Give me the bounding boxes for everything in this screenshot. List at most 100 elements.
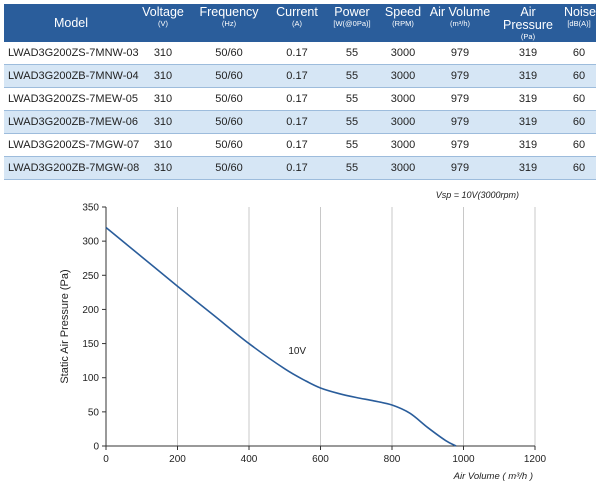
table-cell: 3000 xyxy=(380,156,426,181)
table-cell: 979 xyxy=(426,87,494,112)
table-cell: 50/60 xyxy=(188,133,270,158)
column-header-label: Frequency xyxy=(199,5,259,19)
column-header-unit: [W(@0Pa)] xyxy=(333,19,371,29)
column-header-unit: (RPM) xyxy=(392,19,414,29)
x-tick-label: 1200 xyxy=(524,454,547,465)
x-tick-label: 200 xyxy=(169,454,186,465)
y-tick-label: 50 xyxy=(88,407,100,418)
model-cell: LWAD3G200ZB-7MEW-06 xyxy=(4,110,138,135)
table-cell: 0.17 xyxy=(270,110,324,135)
pressure-volume-chart: 0 50 100 150 200 250 300 350 0 200 400 600 800 1000 12… xyxy=(59,190,547,482)
model-cell: LWAD3G200ZS-7MNW-03 xyxy=(4,42,139,66)
model-cell: LWAD3G200ZS-7MGW-07 xyxy=(4,133,139,158)
table-cell: 319 xyxy=(494,156,562,181)
table-cell: 60 xyxy=(562,133,596,158)
table-row: LWAD3G200ZS-7MGW-07 310 50/60 0.17 55 3000 979… xyxy=(4,133,596,158)
chart-title: Vsp = 10V(3000rpm) xyxy=(436,190,519,200)
y-tick-label: 0 xyxy=(93,442,99,453)
column-header-unit: (Hz) xyxy=(221,19,237,29)
table-cell: 310 xyxy=(138,87,188,112)
table-cell: 0.17 xyxy=(270,133,324,158)
series-line-10v xyxy=(105,226,457,447)
column-header-label: Model xyxy=(53,16,89,30)
x-tick-label: 600 xyxy=(312,454,329,465)
table-cell: 55 xyxy=(324,87,380,112)
column-header-label: Power xyxy=(334,5,370,19)
column-header: Model xyxy=(4,4,138,43)
spec-table: Model Voltage (V) Frequency (Hz) Current (A) Po… xyxy=(4,4,596,181)
column-header: Air Pressure (Pa) xyxy=(494,4,562,43)
x-tick-label: 1000 xyxy=(452,454,475,465)
table-cell: 55 xyxy=(324,156,380,181)
table-cell: 3000 xyxy=(380,64,426,89)
table-cell: 979 xyxy=(426,42,494,66)
column-header-label: Noise xyxy=(564,5,596,19)
y-tick-label: 200 xyxy=(82,305,99,316)
table-cell: 50/60 xyxy=(188,156,270,181)
y-axis-label: Static Air Pressure (Pa) xyxy=(59,269,71,383)
table-row: LWAD3G200ZB-7MGW-08 310 50/60 0.17 55 3000 979… xyxy=(4,156,596,181)
column-header-label: Voltage xyxy=(142,5,184,19)
column-header: Frequency (Hz) xyxy=(188,4,270,43)
table-cell: 55 xyxy=(324,42,380,66)
table-row: LWAD3G200ZS-7MNW-03 310 50/60 0.17 55 3000 979… xyxy=(4,42,596,66)
table-cell: 3000 xyxy=(380,87,426,112)
column-header-unit: (m³/h) xyxy=(450,19,470,29)
column-header-label: Current xyxy=(276,5,318,19)
table-cell: 3000 xyxy=(380,133,426,158)
table-cell: 60 xyxy=(562,110,596,135)
table-cell: 319 xyxy=(494,42,562,66)
table-cell: 319 xyxy=(494,64,562,89)
table-cell: 60 xyxy=(562,42,596,66)
column-header-unit: (A) xyxy=(292,19,302,29)
x-tick-label: 0 xyxy=(103,454,109,465)
column-header-label: Speed xyxy=(384,5,422,19)
table-cell: 60 xyxy=(562,64,596,89)
y-tick-label: 300 xyxy=(82,237,99,248)
table-cell: 3000 xyxy=(380,42,426,66)
y-tick-label: 150 xyxy=(82,339,99,350)
curve-annotation: 10V xyxy=(288,346,306,357)
column-header-unit: (Pa) xyxy=(520,32,536,42)
column-header: Speed (RPM) xyxy=(380,4,426,43)
y-tick-label: 250 xyxy=(82,271,99,282)
table-cell: 60 xyxy=(562,156,596,181)
table-cell: 319 xyxy=(494,87,562,112)
column-header-label: Air Volume xyxy=(429,5,491,19)
table-cell: 310 xyxy=(138,156,188,181)
column-header-unit: (V) xyxy=(158,19,168,29)
table-cell: 0.17 xyxy=(270,156,324,181)
model-cell: LWAD3G200ZB-7MNW-04 xyxy=(4,64,139,89)
table-cell: 60 xyxy=(562,87,596,112)
table-cell: 0.17 xyxy=(270,42,324,66)
table-cell: 310 xyxy=(138,110,188,135)
table-cell: 979 xyxy=(426,133,494,158)
table-row: LWAD3G200ZB-7MNW-04 310 50/60 0.17 55 3000 979… xyxy=(4,64,596,89)
column-header: Air Volume (m³/h) xyxy=(426,4,494,43)
table-cell: 55 xyxy=(324,110,380,135)
table-cell: 50/60 xyxy=(188,87,270,112)
table-body: LWAD3G200ZS-7MNW-03 310 50/60 0.17 55 3000 979… xyxy=(4,42,596,181)
y-tick-label: 350 xyxy=(82,203,99,214)
column-header: Noise [dB(A)] xyxy=(562,4,596,43)
table-cell: 979 xyxy=(426,64,494,89)
table-cell: 319 xyxy=(494,110,562,135)
table-cell: 979 xyxy=(426,110,494,135)
table-cell: 50/60 xyxy=(188,64,270,89)
column-header: Voltage (V) xyxy=(138,4,188,43)
table-cell: 3000 xyxy=(380,110,426,135)
table-cell: 310 xyxy=(138,133,188,158)
table-cell: 55 xyxy=(324,64,380,89)
column-header: Current (A) xyxy=(270,4,324,43)
table-header-row: Model Voltage (V) Frequency (Hz) Current (A) Po… xyxy=(4,4,596,43)
column-header: Power [W(@0Pa)] xyxy=(324,4,380,43)
table-cell: 310 xyxy=(138,64,188,89)
x-tick-label: 400 xyxy=(241,454,258,465)
table-cell: 50/60 xyxy=(188,110,270,135)
table-cell: 0.17 xyxy=(270,87,324,112)
table-cell: 319 xyxy=(494,133,562,158)
table-cell: 0.17 xyxy=(270,64,324,89)
x-tick-label: 800 xyxy=(384,454,401,465)
y-tick-label: 100 xyxy=(82,373,99,384)
column-header-label: Air Pressure xyxy=(502,5,554,33)
